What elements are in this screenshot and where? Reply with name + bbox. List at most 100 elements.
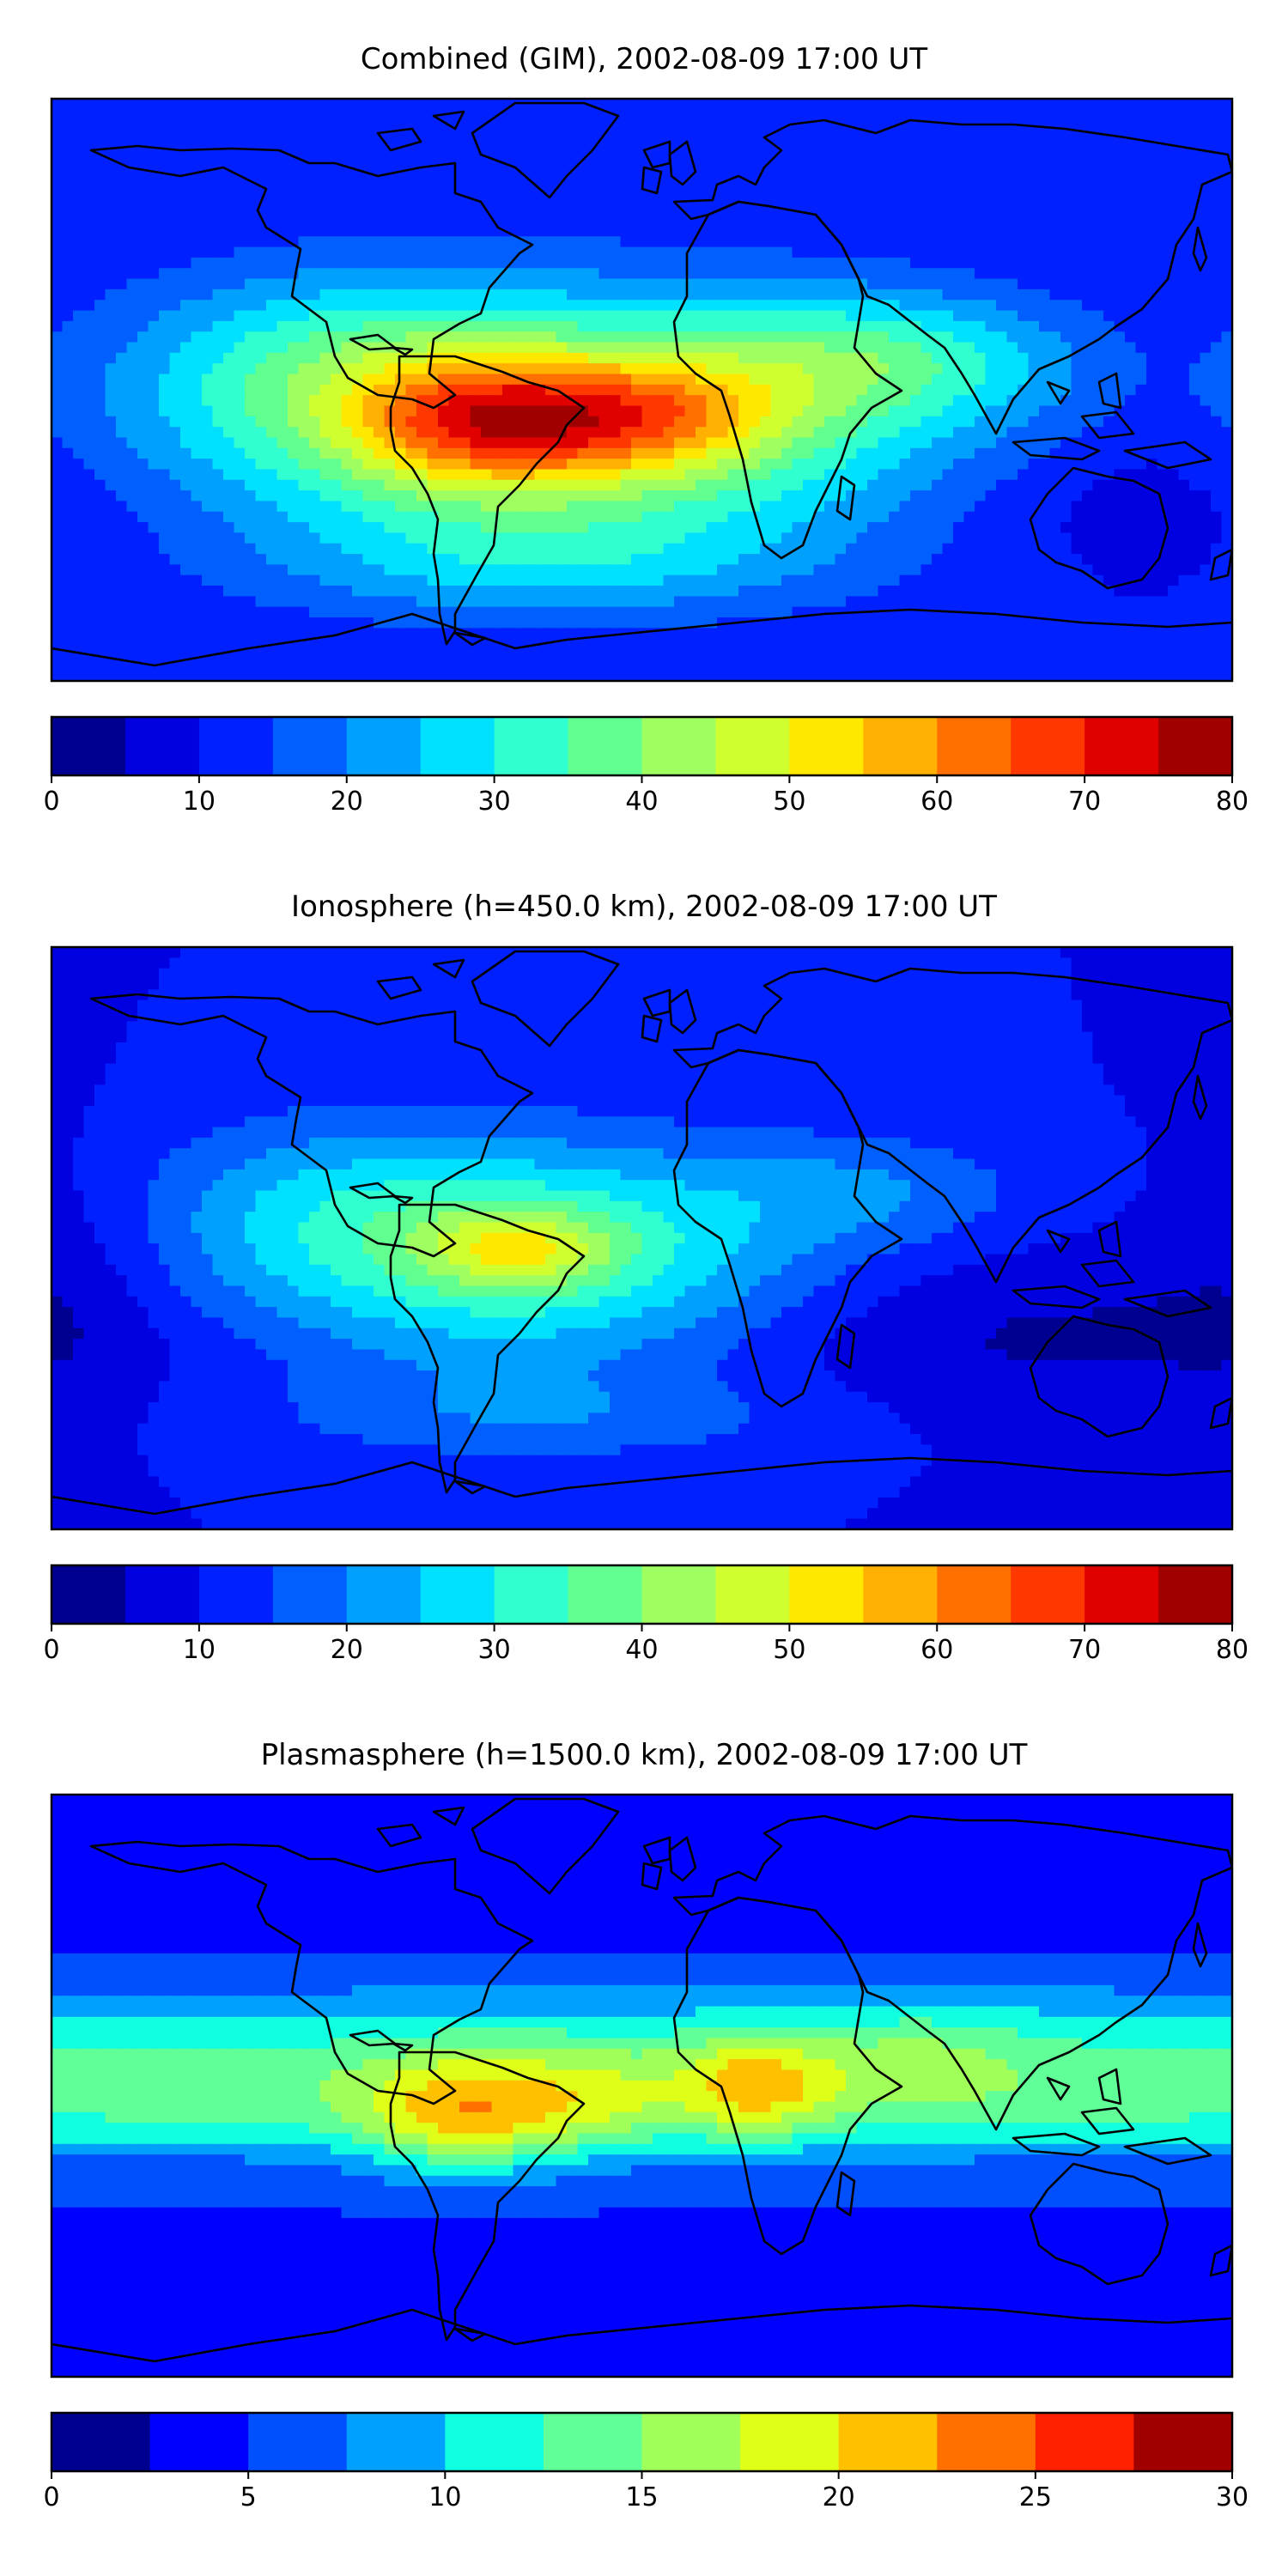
tec-cell (598, 405, 611, 417)
tec-cell (1178, 427, 1190, 439)
tec-cell (159, 183, 171, 195)
tec-cell (384, 173, 396, 185)
tec-cell (963, 289, 975, 301)
tec-cell (438, 554, 450, 566)
tec-cell (1211, 300, 1223, 312)
tec-cell (835, 99, 847, 111)
tec-cell (684, 331, 696, 343)
tec-cell (73, 204, 85, 216)
tec-cell (83, 574, 95, 586)
tec-cell (52, 342, 64, 354)
tec-cell (169, 289, 181, 301)
tec-cell (513, 204, 525, 216)
tec-cell (824, 437, 836, 449)
tec-cell (502, 416, 514, 428)
tec-cell (1092, 363, 1104, 375)
tec-cell (1189, 246, 1201, 258)
tec-cell (749, 130, 761, 143)
tec-cell (202, 352, 214, 364)
tec-cell (534, 119, 546, 131)
tec-cell (276, 447, 289, 459)
tec-cell (932, 278, 944, 290)
tec-cell (319, 490, 331, 502)
tec-cell (159, 511, 171, 523)
tec-cell (1071, 554, 1083, 566)
tec-cell (910, 554, 922, 566)
tec-cell (416, 173, 428, 185)
tec-cell (234, 574, 246, 586)
tec-cell (1071, 511, 1083, 523)
tec-cell (792, 384, 804, 396)
tec-cell (588, 320, 600, 332)
tec-cell (813, 183, 825, 195)
tec-cell (696, 109, 708, 121)
tec-cell (1028, 459, 1040, 471)
tec-cell (867, 225, 879, 237)
tec-cell (1125, 193, 1137, 205)
tec-cell (137, 437, 149, 449)
tec-cell (448, 363, 460, 375)
tec-cell (975, 204, 987, 216)
tec-cell (889, 320, 901, 332)
tec-cell (395, 151, 407, 163)
tec-cell (159, 246, 171, 258)
tec-cell (942, 564, 954, 576)
tec-cell (835, 130, 847, 143)
tec-cell (73, 289, 85, 301)
tec-cell (427, 320, 439, 332)
tec-cell (83, 469, 95, 481)
tec-cell (298, 225, 310, 237)
tec-cell (223, 99, 235, 111)
tec-cell (62, 225, 74, 237)
tec-cell (470, 437, 482, 449)
tec-cell (942, 374, 954, 386)
tec-cell (288, 395, 300, 407)
tec-cell (985, 173, 997, 185)
tec-cell (470, 300, 482, 312)
tec-cell (684, 522, 696, 534)
tec-cell (567, 215, 579, 227)
tec-cell (1082, 427, 1094, 439)
tec-cell (52, 204, 64, 216)
tec-cell (331, 119, 343, 131)
tec-cell (889, 310, 901, 322)
tec-cell (116, 437, 128, 449)
tec-cell (534, 532, 546, 544)
tec-cell (448, 310, 460, 322)
tec-cell (963, 395, 975, 407)
tec-cell (620, 173, 632, 185)
tec-cell (963, 543, 975, 555)
tec-cell (255, 490, 267, 502)
tec-cell (137, 384, 149, 396)
tec-cell (470, 543, 482, 555)
tec-cell (1135, 522, 1147, 534)
tec-cell (1200, 490, 1212, 502)
tec-cell (1178, 310, 1190, 322)
tec-cell (610, 416, 622, 428)
tec-cell (781, 161, 793, 173)
tec-cell (234, 479, 246, 491)
tec-cell (491, 320, 503, 332)
tec-cell (920, 416, 933, 428)
tec-cell (234, 501, 246, 513)
tec-cell (331, 278, 343, 290)
tec-cell (770, 109, 782, 121)
tec-cell (1114, 225, 1126, 237)
tec-cell (749, 99, 761, 111)
tec-cell (148, 268, 160, 280)
tec-cell (953, 447, 965, 459)
tec-cell (846, 522, 858, 534)
tec-cell (481, 183, 493, 195)
tec-cell (942, 141, 954, 153)
tec-cell (341, 511, 353, 523)
tec-cell (620, 331, 632, 343)
tec-cell (942, 257, 954, 269)
tec-cell (169, 374, 181, 386)
tec-cell (567, 522, 579, 534)
tec-cell (588, 554, 600, 566)
tec-cell (963, 331, 975, 343)
tec-cell (94, 447, 106, 459)
tec-cell (116, 246, 128, 258)
tec-cell (674, 405, 686, 417)
tec-cell (524, 511, 536, 523)
